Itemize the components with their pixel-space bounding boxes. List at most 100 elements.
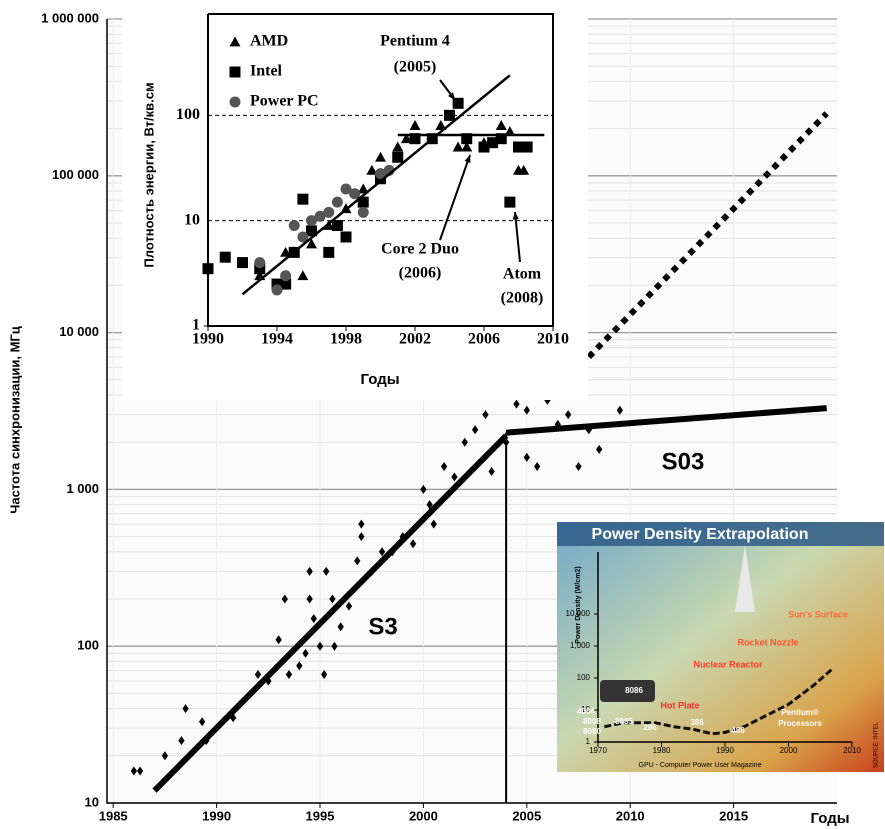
annotation: Atom [503, 266, 542, 283]
annotation: 4004 [577, 707, 595, 716]
y-tick-label: 10 [581, 705, 590, 714]
data-point [297, 193, 309, 205]
trend-line [586, 111, 829, 359]
axes [597, 552, 852, 743]
annotation: Sun's Surface [788, 609, 848, 619]
data-point [271, 278, 283, 290]
y-tick-label: 1 000 [66, 481, 99, 496]
data-point [523, 405, 530, 415]
data-point [281, 594, 288, 604]
y-tick-label: 100 [577, 673, 591, 682]
data-point [366, 164, 378, 175]
annotation: 8080 [583, 727, 601, 736]
data-point [331, 196, 343, 208]
data-point [329, 594, 336, 604]
trend-line [604, 667, 834, 736]
axes [207, 13, 554, 327]
annotation: 286 [643, 723, 657, 732]
annotation: Pentium 4 [380, 33, 450, 50]
data-point [254, 257, 266, 269]
data-point [420, 484, 427, 494]
x-tick-label: 2002 [399, 331, 431, 348]
data-point [596, 444, 603, 454]
annotation: S03 [662, 448, 705, 475]
data-point [349, 188, 361, 200]
annotation: Processors [778, 719, 822, 728]
data-point [202, 263, 214, 275]
y-tick-label: 1,000 [570, 641, 591, 650]
annotation: (2008) [501, 290, 544, 307]
axes [106, 19, 837, 804]
y-tick-label: 1 [586, 737, 591, 746]
y-axis-label: Частота синхронизации, МГц [7, 326, 22, 514]
data-point [471, 425, 479, 435]
hot-plate-icon [600, 680, 655, 702]
source: SOURCE: INTEL [874, 721, 880, 768]
data-point [178, 736, 185, 746]
data-point [426, 500, 433, 510]
data-point [182, 704, 189, 714]
data-point [320, 669, 328, 679]
data-point [316, 641, 324, 651]
annotation: Nuclear Reactor [693, 659, 763, 669]
legend-marker [229, 66, 241, 78]
x-tick-label: 2010 [616, 808, 645, 823]
y-axis-label: Power Density (W/cm2) [575, 566, 582, 643]
data-point [575, 461, 582, 471]
legend-marker [229, 36, 241, 47]
data-point [280, 270, 292, 282]
data-point [409, 120, 421, 130]
data-point [297, 270, 309, 281]
data-point [314, 210, 326, 222]
data-point [513, 399, 520, 409]
x-axis-label: Годы [360, 371, 399, 388]
caption: GPU - Computer Power User Magazine [639, 762, 762, 769]
x-tick-label: 2005 [512, 808, 541, 823]
annotation: (2005) [394, 59, 437, 76]
y-tick-label: 1 [192, 317, 200, 334]
data-point [306, 566, 313, 576]
data-point [337, 622, 344, 632]
data-point [440, 461, 448, 471]
data-point [357, 183, 369, 194]
data-point [461, 133, 473, 145]
data-point [323, 206, 335, 218]
data-point [302, 648, 309, 658]
data-point [375, 168, 386, 180]
legend-label: AMD [250, 33, 288, 50]
data-point [504, 126, 516, 137]
data-point [487, 137, 499, 149]
annotation: 8086 [625, 686, 643, 695]
data-point [280, 278, 292, 290]
y-tick-label: 10,000 [566, 609, 591, 618]
x-tick-label: 1990 [202, 808, 231, 823]
data-point [616, 405, 624, 415]
data-point [461, 437, 468, 447]
data-point [306, 225, 317, 237]
y-tick-label: 10 [85, 794, 99, 809]
data-point [478, 141, 490, 153]
data-point [523, 452, 530, 462]
data-point [254, 263, 266, 275]
data-point [219, 251, 231, 263]
x-tick-label: 1980 [653, 746, 671, 755]
data-point [357, 206, 369, 218]
annotation: Hot Plate [660, 700, 699, 710]
data-point [331, 641, 338, 651]
x-tick-label: 1990 [716, 746, 734, 755]
inset-title-bar [557, 522, 884, 546]
data-point [323, 246, 335, 258]
y-tick-label: 100 000 [52, 167, 99, 182]
data-point [452, 141, 464, 152]
x-tick-label: 1985 [99, 808, 128, 823]
trend-line [241, 74, 511, 296]
arrow-head [512, 212, 519, 220]
data-point [288, 219, 300, 231]
data-point [136, 766, 144, 776]
data-point [400, 133, 412, 144]
y-tick-label: 10 000 [59, 324, 99, 339]
data-point [280, 246, 292, 257]
trend-line [152, 433, 509, 793]
annotation: (2006) [399, 265, 442, 282]
data-point [409, 539, 417, 549]
